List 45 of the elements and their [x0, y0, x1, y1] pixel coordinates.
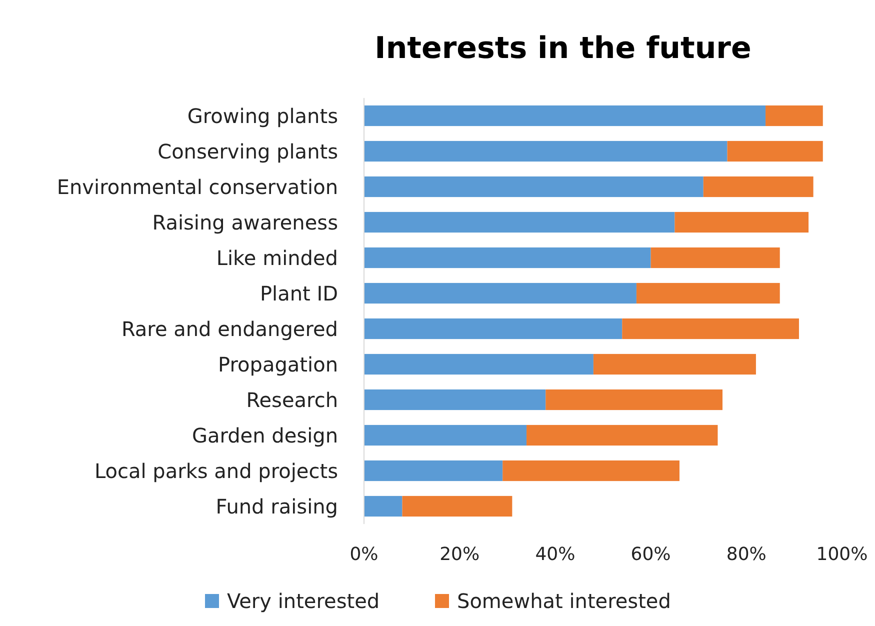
bar	[364, 460, 503, 482]
bar	[364, 424, 527, 446]
bar	[546, 389, 722, 410]
bar	[364, 105, 766, 126]
bar	[364, 212, 675, 233]
y-tick-label: Local parks and projects	[94, 458, 338, 483]
x-tick-label: 20%	[440, 544, 480, 565]
bar	[364, 318, 622, 340]
x-tick-label: 0%	[350, 544, 378, 565]
y-tick-label: Environmental conservation	[56, 174, 338, 199]
bar	[364, 282, 636, 304]
bar	[364, 140, 728, 162]
y-tick-label: Raising awareness	[152, 210, 338, 234]
y-tick-label: Research	[246, 388, 338, 412]
bar	[593, 354, 756, 375]
bar	[674, 212, 809, 233]
legend-label: Somewhat interested	[457, 589, 671, 613]
y-tick-label: Garden design	[192, 423, 338, 448]
bar	[364, 389, 546, 410]
x-tick-label: 100%	[816, 544, 868, 565]
legend-label: Very interested	[227, 589, 380, 613]
bar	[622, 318, 799, 340]
bar	[364, 496, 402, 517]
x-tick-label: 80%	[726, 544, 766, 565]
y-tick-label: Plant ID	[260, 281, 338, 306]
bar	[766, 105, 823, 126]
bar	[364, 354, 594, 375]
y-tick-label: Fund raising	[216, 494, 338, 518]
y-tick-label: Conserving plants	[158, 139, 338, 164]
bar	[526, 424, 718, 446]
bar	[402, 496, 512, 517]
y-tick-label: Like minded	[216, 246, 338, 270]
bar	[364, 176, 704, 198]
bar	[650, 247, 780, 268]
bar	[727, 140, 823, 162]
bar	[364, 247, 651, 268]
y-tick-label: Propagation	[218, 352, 338, 376]
chart-title: Interests in the future	[374, 31, 752, 66]
bar	[502, 460, 680, 482]
bar	[636, 282, 780, 304]
y-tick-label: Growing plants	[187, 104, 338, 128]
bar	[703, 176, 814, 198]
x-tick-label: 40%	[535, 544, 576, 565]
y-tick-label: Rare and endangered	[121, 316, 338, 341]
x-tick-label: 60%	[630, 544, 671, 565]
